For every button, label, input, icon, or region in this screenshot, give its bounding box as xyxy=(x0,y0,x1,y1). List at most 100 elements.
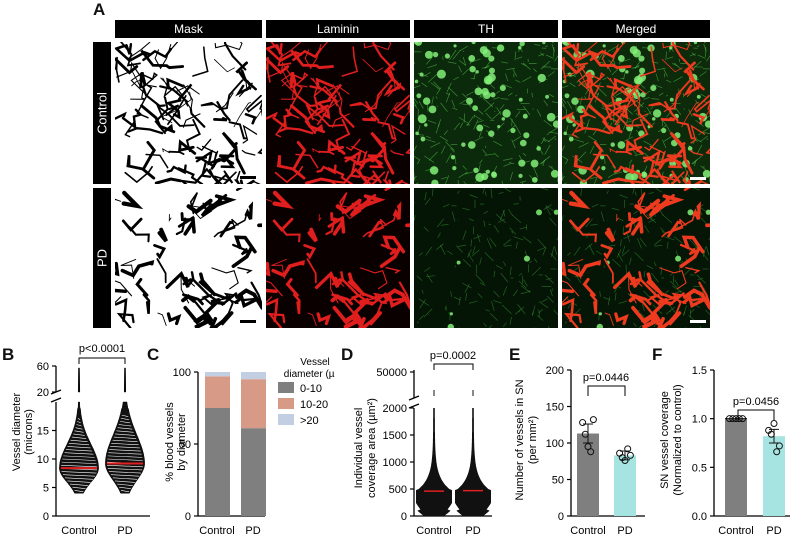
chart-b-violin-texture-0-1440 xyxy=(73,433,85,436)
chart-d-ytick-label-4: 2000 xyxy=(383,403,407,415)
chart-b-violin-texture-0-945 xyxy=(61,461,97,464)
chart-c-legend-swatch-0-10 xyxy=(278,382,294,393)
chart-b-pvalue: p<0.0001 xyxy=(79,343,125,355)
chart-b-violin-texture-1-835 xyxy=(107,468,143,471)
chart-b-violin-texture-1-1385 xyxy=(113,436,137,439)
merged-pd-image xyxy=(562,188,710,328)
laminin-control-image xyxy=(266,42,410,184)
chart-b-violin-texture-0-725 xyxy=(62,474,96,477)
chart-d-violin-control xyxy=(416,408,452,516)
chart-e-ylabel-line2: (per mm²) xyxy=(527,416,539,464)
th-pd-image xyxy=(414,188,558,328)
chart-b-violin-texture-0-1165 xyxy=(65,449,93,452)
chart-b-violin-texture-1-1550 xyxy=(117,427,133,430)
chart-b-axis-break-bottom xyxy=(50,397,62,403)
chart-f-pvalue: p=0.0456 xyxy=(733,396,779,408)
chart-b-xtick-control: Control xyxy=(61,525,96,535)
chart-d-ytick-label-3: 1500 xyxy=(383,430,407,442)
chart-b-violin-texture-0-1055 xyxy=(63,455,95,458)
panel-b-letter: B xyxy=(2,345,15,364)
chart-e-ytick-label-1: 50 xyxy=(552,475,564,487)
chart-d-ylabel-line1: Individual vessel xyxy=(353,408,365,489)
chart-d-ytick-label-1: 500 xyxy=(389,484,407,496)
chart-f-point-control-4 xyxy=(739,415,747,423)
chart-b-violin-texture-1-1275 xyxy=(111,443,139,446)
chart-b: Vessel diameter (microns) 0 5 10 15 20 60 p<0… xyxy=(11,343,150,535)
chart-e-point-control-0 xyxy=(579,419,587,427)
chart-c-bar-pd-2 xyxy=(241,372,266,380)
chart-d: Individual vessel coverage area (µm²) 0 5… xyxy=(353,350,492,535)
chart-f-ylabel-line2: (Normalized to control) xyxy=(672,384,684,495)
chart-d-pvalue: p=0.0002 xyxy=(430,350,476,362)
chart-b-violin-texture-0-1550 xyxy=(75,427,83,430)
chart-c-ylabel-line1: % blood vessels xyxy=(164,402,176,482)
chart-e-bar-pd xyxy=(614,455,636,516)
panel-d-letter: D xyxy=(341,345,354,364)
chart-f-bar-control xyxy=(725,418,747,516)
row-label-pd-text: PD xyxy=(94,248,110,268)
chart-d-ylabel-line2: coverage area (µm²) xyxy=(366,398,378,498)
chart-b-violin-texture-0-1715 xyxy=(77,417,81,420)
chart-b-ylabel-line1: Vessel diameter xyxy=(11,393,23,472)
chart-e-point-pd-2 xyxy=(621,457,629,465)
panel-e-letter: E xyxy=(509,345,521,364)
chart-f-point-control-3 xyxy=(735,415,743,423)
chart-e-point-control-3 xyxy=(587,448,595,456)
chart-c-ytick-label-1: 50 xyxy=(179,439,191,451)
chart-e-sig-bracket xyxy=(587,385,626,396)
chart-d-axis-break-top xyxy=(408,395,420,401)
chart-b-violin-texture-0-1330 xyxy=(70,439,88,442)
chart-f: SN vessel coverage (Normalized to contro… xyxy=(659,365,790,535)
panel-c-letter: C xyxy=(147,345,160,364)
chart-e-ytick-label-4: 200 xyxy=(546,365,564,377)
chart-b-violin-texture-0-1660 xyxy=(77,421,81,424)
chart-b-violin-texture-1-1330 xyxy=(112,439,138,442)
chart-f-bar-pd xyxy=(763,436,785,516)
column-header-th: TH xyxy=(414,20,558,38)
chart-c-bar-pd-0 xyxy=(241,428,266,516)
chart-c-ylabel-line2: by diameter xyxy=(176,413,188,471)
chart-e-point-pd-3 xyxy=(624,445,632,453)
chart-e-ytick-label-3: 150 xyxy=(546,402,564,414)
chart-e-xtick-pd: PD xyxy=(617,525,632,535)
chart-b-violin-texture-0-1110 xyxy=(64,452,94,455)
laminin-pd-image xyxy=(266,188,410,328)
chart-c-legend-swatch-gt20 xyxy=(278,414,294,425)
chart-c-ytick-label-2: 100 xyxy=(173,367,191,379)
chart-b-violin-texture-0-1000 xyxy=(62,458,96,461)
chart-c-legend-label-10-20: 10-20 xyxy=(300,399,328,411)
chart-d-axis-break-bottom xyxy=(408,403,420,409)
chart-d-xtick-control: Control xyxy=(416,525,451,535)
chart-b-violin-texture-1-450 xyxy=(120,490,130,493)
chart-b-ytick-label-2: 10 xyxy=(37,454,49,466)
chart-b-violin-texture-0-1275 xyxy=(68,443,90,446)
chart-b-violin-texture-0-1605 xyxy=(76,424,82,427)
chart-b-violin-texture-0-505 xyxy=(72,486,86,490)
row-label-control-text: Control xyxy=(94,92,110,134)
chart-b-violin-texture-1-615 xyxy=(115,480,135,483)
chart-b-violin-texture-1-560 xyxy=(117,483,133,486)
chart-b-violin-texture-0-1495 xyxy=(74,430,84,433)
chart-b-violin-control xyxy=(59,367,99,494)
chart-b-violin-texture-1-725 xyxy=(110,474,140,477)
chart-f-ytick-label-2: 1.0 xyxy=(692,414,707,426)
chart-b-violin-texture-1-505 xyxy=(119,486,131,490)
chart-d-ytick-label-0: 0 xyxy=(401,511,407,523)
chart-b-xtick-pd: PD xyxy=(117,525,132,535)
chart-f-ytick-label-3: 1.5 xyxy=(692,365,707,377)
scale-bar-merged-pd xyxy=(690,320,706,323)
chart-c-legend-title-2: diameter (µm) xyxy=(284,369,335,380)
chart-b-violin-texture-1-1440 xyxy=(115,433,135,436)
scale-bar-mask-control xyxy=(240,176,256,179)
chart-e-bar-control xyxy=(577,433,599,516)
chart-f-point-control-1 xyxy=(729,415,737,423)
chart-c-legend-label-0-10: 0-10 xyxy=(300,383,322,395)
th-control-image xyxy=(414,42,558,184)
chart-b-ylabel-line2: (microns) xyxy=(23,409,35,455)
row-label-control: Control xyxy=(93,42,111,184)
chart-b-sig-bracket xyxy=(78,357,126,364)
chart-c-xtick-control: Control xyxy=(199,525,234,535)
chart-b-ytick-label-5: 60 xyxy=(37,361,49,373)
chart-e-ytick-label-0: 0 xyxy=(558,511,564,523)
chart-b-ytick-label-1: 5 xyxy=(43,483,49,495)
